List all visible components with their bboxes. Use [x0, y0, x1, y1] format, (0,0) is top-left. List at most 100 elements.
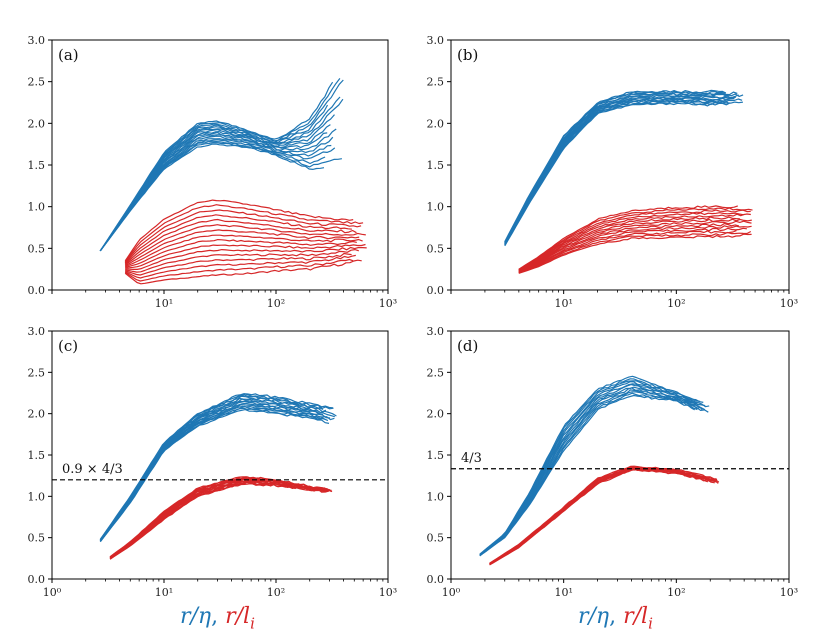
- xlabel-separator-right: ,: [609, 604, 617, 629]
- series-line: [99, 139, 336, 252]
- series-line: [99, 402, 331, 542]
- series-line: [479, 375, 704, 555]
- series-line: [109, 480, 330, 559]
- y-tick-label: 2.0: [427, 117, 445, 130]
- series-line: [99, 409, 330, 543]
- y-tick-label: 1.5: [28, 449, 46, 462]
- panel-label: (d): [457, 337, 478, 355]
- y-tick-label: 2.0: [28, 408, 46, 421]
- series-line: [99, 398, 337, 541]
- xlabel-blue-right: r/η: [578, 604, 610, 629]
- series-line: [518, 230, 737, 274]
- series-line: [124, 229, 360, 267]
- y-tick-label: 1.0: [427, 490, 445, 503]
- series-red: [518, 205, 753, 274]
- series-line: [109, 482, 333, 560]
- y-tick-label: 3.0: [28, 325, 46, 338]
- x-tick-label: 10¹: [554, 297, 572, 310]
- series-line: [99, 407, 322, 542]
- series-line: [125, 246, 367, 270]
- xlabel-red-subscript: i: [250, 614, 255, 633]
- series-line: [124, 214, 352, 264]
- y-tick-label: 3.0: [427, 34, 445, 47]
- y-tick-label: 1.0: [427, 201, 445, 214]
- series-line: [124, 224, 366, 266]
- y-tick-label: 1.5: [427, 159, 445, 172]
- x-tick-label: 10²: [267, 586, 285, 599]
- series-line: [99, 141, 326, 252]
- y-tick-label: 1.0: [28, 201, 46, 214]
- series-line: [479, 391, 709, 557]
- series-line: [518, 227, 747, 273]
- y-tick-label: 2.0: [28, 117, 46, 130]
- series-line: [99, 405, 326, 542]
- series-line: [99, 404, 335, 542]
- series-red: [489, 465, 720, 566]
- series-line: [504, 97, 743, 245]
- chart-panel-3: 4/3 0.0 0.5 1.0 1.5 2.0 2.5 3.0 10⁰ 10¹ 10² 10³ (d): [427, 325, 799, 599]
- x-tick-label: 10³: [379, 297, 397, 310]
- reference-line-label: 0.9 × 4/3: [62, 462, 123, 477]
- x-tick-label: 10⁰: [442, 586, 461, 599]
- y-tick-label: 3.0: [427, 325, 445, 338]
- x-tick-label: 10³: [780, 297, 798, 310]
- series-line: [124, 234, 363, 268]
- series-line: [124, 209, 362, 263]
- series-line: [518, 230, 752, 274]
- series-line: [124, 199, 354, 262]
- series-line: [518, 212, 751, 271]
- xlabel-red-subscript-right: i: [648, 614, 653, 633]
- chart-panel-1: 0.0 0.5 1.0 1.5 2.0 2.5 3.0 10¹ 10² 10³ (b): [427, 34, 799, 310]
- y-tick-label: 0.5: [427, 532, 445, 545]
- y-tick-label: 0.0: [28, 284, 46, 297]
- y-tick-label: 2.5: [28, 366, 46, 379]
- series-red: [124, 199, 367, 285]
- y-tick-label: 0.5: [28, 532, 46, 545]
- series-line: [99, 96, 341, 252]
- series-line: [109, 476, 326, 558]
- series-line: [489, 468, 717, 566]
- series-line: [124, 259, 362, 285]
- chart-panel-2: 0.9 × 4/3 0.0 0.5 1.0 1.5 2.0 2.5 3.0 10⁰ 10¹ 10² 1…: [28, 325, 398, 599]
- y-tick-label: 2.0: [427, 408, 445, 421]
- series-line: [489, 467, 719, 565]
- series-blue: [99, 393, 337, 543]
- series-line: [99, 393, 334, 540]
- y-tick-label: 0.5: [427, 242, 445, 255]
- x-tick-label: 10¹: [155, 297, 173, 310]
- series-line: [99, 405, 329, 542]
- series-line: [489, 469, 715, 566]
- panel-label: (b): [457, 46, 478, 64]
- series-line: [518, 207, 753, 271]
- series-blue: [504, 89, 744, 247]
- series-line: [109, 483, 330, 560]
- series-line: [518, 213, 745, 271]
- series-line: [479, 394, 695, 557]
- series-line: [518, 218, 752, 272]
- plot-frame: [450, 39, 790, 291]
- chart-panel-0: 0.0 0.5 1.0 1.5 2.0 2.5 3.0 10¹ 10² 10³ (a): [28, 34, 398, 310]
- x-tick-label: 10³: [780, 586, 798, 599]
- series-line: [109, 481, 327, 560]
- plot-frame: [450, 330, 790, 580]
- series-line: [489, 467, 720, 565]
- series-line: [99, 81, 334, 252]
- panel-label: (c): [58, 337, 78, 355]
- y-tick-label: 0.0: [28, 573, 46, 586]
- series-line: [518, 225, 752, 273]
- series-line: [124, 254, 356, 279]
- plot-frame: [51, 330, 389, 580]
- series-line: [124, 218, 357, 265]
- series-line: [124, 258, 354, 282]
- series-line: [124, 204, 364, 263]
- series-line: [504, 89, 726, 242]
- y-tick-label: 1.5: [28, 159, 46, 172]
- panel-label: (a): [58, 46, 79, 64]
- series-red: [109, 476, 333, 560]
- reference-line-label: 4/3: [461, 451, 482, 466]
- xlabel-red: r/l: [225, 604, 251, 629]
- series-line: [125, 239, 357, 269]
- series-line: [109, 479, 331, 559]
- xlabel-separator: ,: [211, 604, 219, 629]
- xlabel-red-right: r/l: [623, 604, 649, 629]
